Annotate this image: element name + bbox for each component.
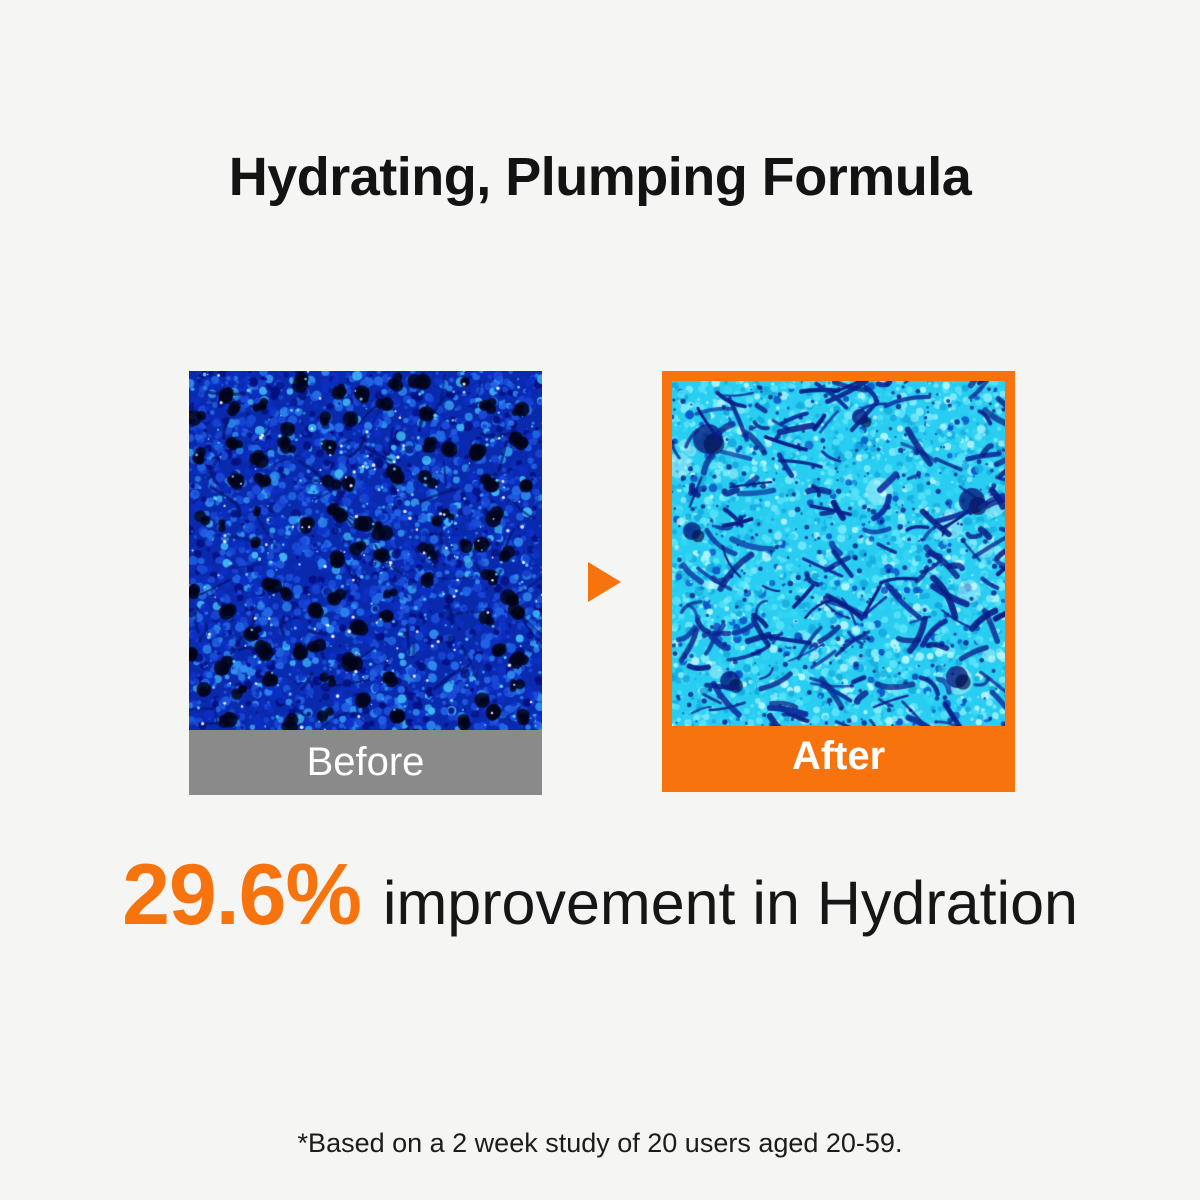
result-description: improvement in Hydration: [382, 869, 1078, 937]
result-stat: 29.6% improvement in Hydration: [0, 846, 1200, 945]
before-microscopy-image: [189, 371, 542, 730]
page-title: Hydrating, Plumping Formula: [228, 147, 972, 208]
before-label: Before: [189, 730, 542, 795]
footnote: *Based on a 2 week study of 20 users age…: [297, 1128, 903, 1158]
after-microscopy-image: [672, 381, 1005, 726]
after-label: After: [672, 726, 1005, 782]
right-arrow-icon: [588, 562, 621, 602]
before-card: Before: [189, 371, 542, 795]
after-card: After: [662, 371, 1015, 792]
result-percent: 29.6%: [122, 847, 362, 943]
